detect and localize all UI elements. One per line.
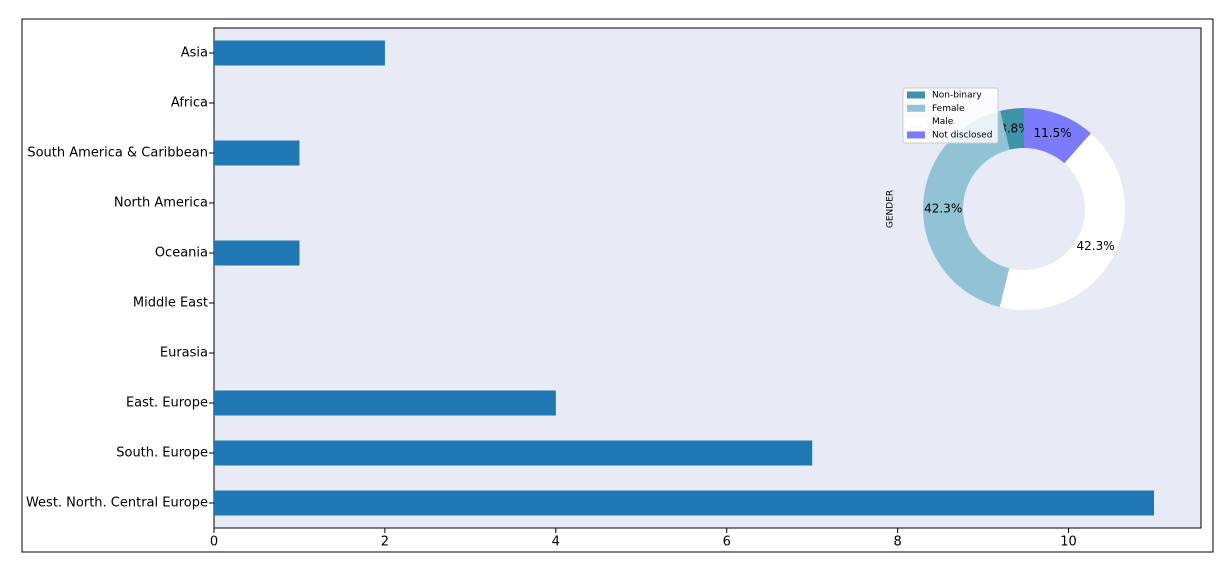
wedge-label: 11.5% — [1034, 126, 1072, 140]
y-tick-label: Eurasia — [160, 346, 208, 361]
legend-label: Female — [932, 104, 965, 114]
x-tick-label: 4 — [552, 535, 560, 550]
bar — [214, 490, 1154, 516]
y-axis-label: GENDER — [886, 190, 896, 228]
y-tick-label: South. Europe — [116, 446, 208, 461]
legend-swatch — [907, 91, 925, 99]
legend-label: Not disclosed — [932, 130, 992, 140]
legend-swatch — [907, 131, 925, 139]
pie-wedge — [999, 133, 1125, 311]
legend-label: Non-binary — [932, 91, 982, 101]
bar — [214, 440, 813, 466]
x-tick-label: 2 — [381, 535, 389, 550]
y-tick-label: West. North. Central Europe — [26, 496, 208, 511]
bar — [214, 390, 556, 416]
x-tick-label: 0 — [210, 535, 218, 550]
y-tick-label: Middle East — [133, 296, 208, 311]
pie-layer: 3.8% 42.3% 42.3% 11.5% GENDER Non-binary Femal… — [886, 87, 1125, 311]
bar — [214, 40, 385, 66]
wedge-label: 42.3% — [1077, 239, 1115, 253]
y-tick-label: Oceania — [155, 246, 208, 261]
wedge-label: 42.3% — [924, 201, 962, 215]
legend-swatch — [907, 104, 925, 112]
y-tick-label: Asia — [181, 46, 208, 61]
y-tick-label: South America & Caribbean — [27, 146, 208, 161]
bar — [214, 140, 300, 166]
wedge-label: 3.8% — [999, 121, 1030, 135]
x-tick-label: 10 — [1060, 535, 1077, 550]
bar — [214, 240, 300, 266]
y-tick-label: East. Europe — [126, 396, 208, 411]
y-tick-label: North America — [114, 196, 208, 211]
pie-wedge — [1000, 108, 1024, 150]
legend-swatch — [907, 118, 925, 126]
y-tick-label: Africa — [171, 96, 208, 111]
pie-wedge — [922, 110, 1010, 308]
x-tick-label: 6 — [723, 535, 731, 550]
bar-layer: 0 2 4 6 8 10 Asia Africa South America & Caribbe… — [26, 40, 1154, 550]
legend-box — [902, 87, 999, 144]
legend-label: Male — [932, 117, 954, 127]
x-tick-label: 8 — [893, 535, 901, 550]
pie-wedge — [1024, 108, 1091, 164]
